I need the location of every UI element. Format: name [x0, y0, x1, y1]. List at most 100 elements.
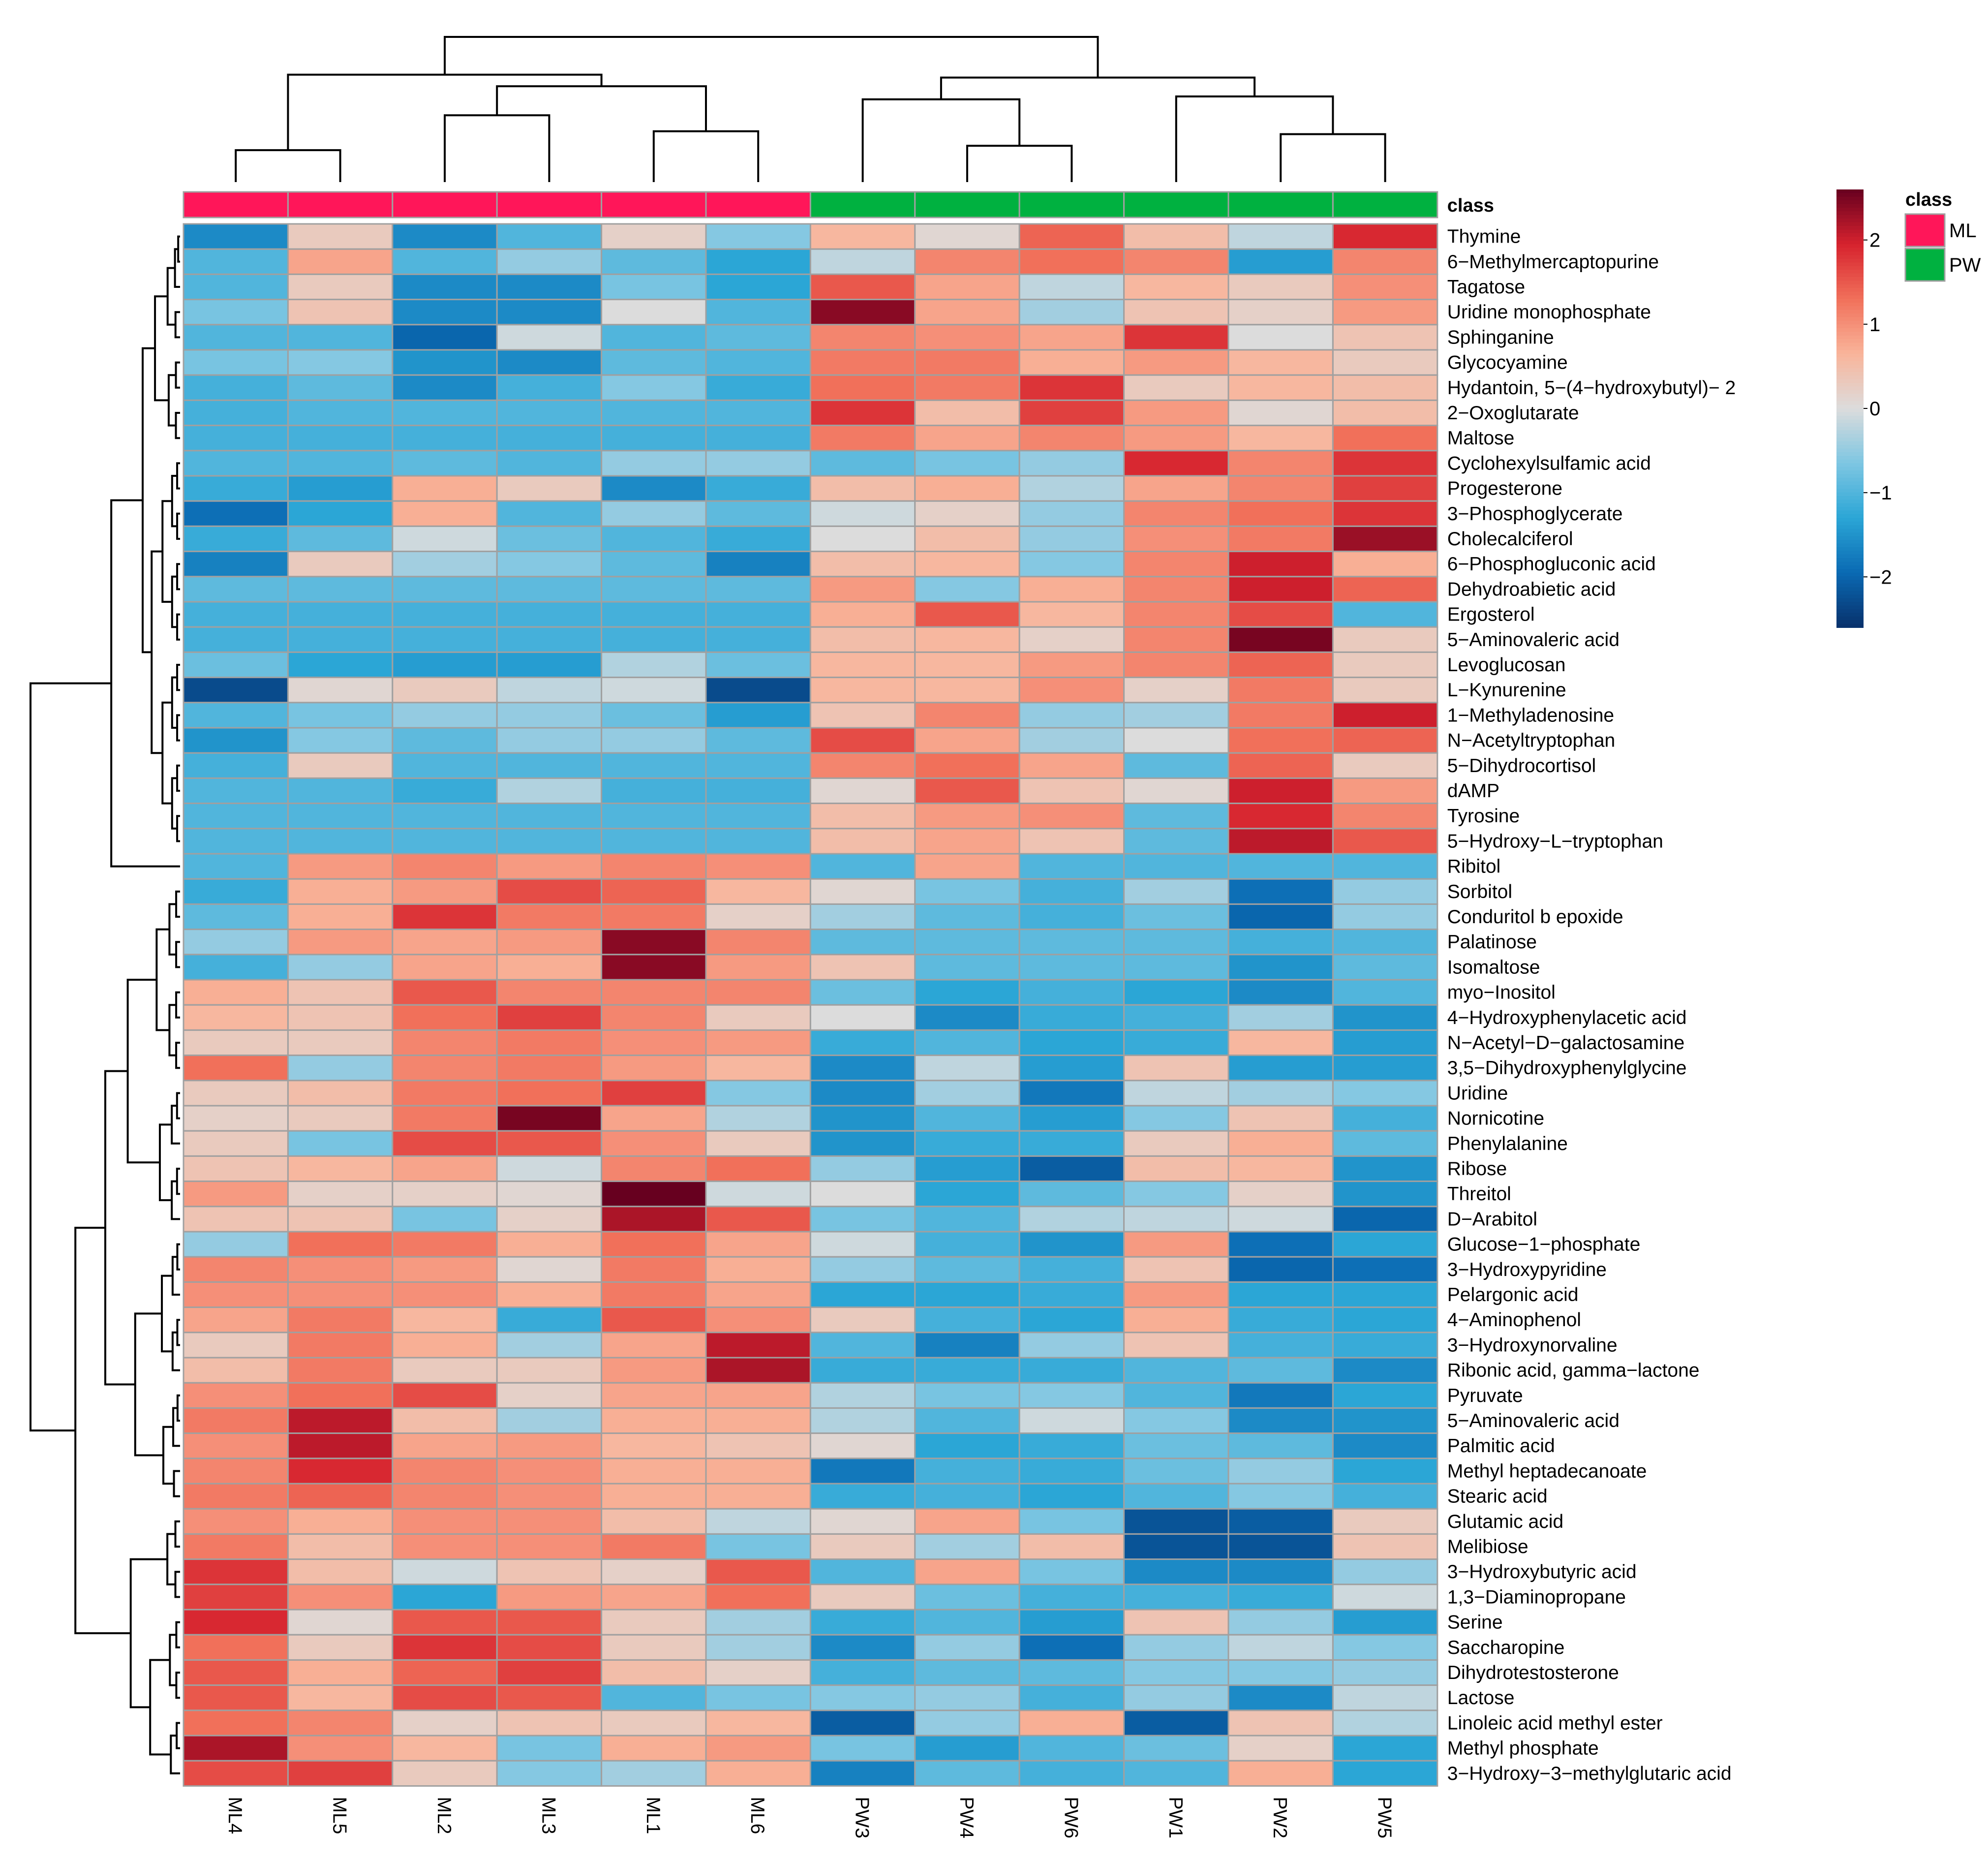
heatmap-cell — [914, 803, 1020, 830]
heatmap-cell — [705, 349, 811, 376]
heatmap-cell — [705, 1760, 811, 1787]
heatmap-cell — [183, 248, 289, 275]
heatmap-cell — [287, 929, 394, 956]
color-scale-swatch — [1836, 540, 1864, 544]
color-scale-swatch — [1836, 499, 1864, 504]
heatmap-cell — [601, 1483, 707, 1510]
heatmap-cell — [705, 1130, 811, 1157]
heatmap-cell — [496, 651, 603, 679]
color-scale-swatch — [1836, 324, 1864, 329]
heatmap-cell — [392, 1080, 498, 1107]
heatmap-cell — [392, 1306, 498, 1334]
heatmap-cell — [1123, 299, 1229, 326]
heatmap-cell — [1123, 1332, 1229, 1359]
heatmap-cell — [1227, 727, 1334, 754]
heatmap-cell — [1018, 1155, 1125, 1182]
heatmap-cell — [496, 878, 603, 905]
heatmap-cell — [809, 324, 916, 351]
row-label: 3−Hydroxypyridine — [1447, 1259, 1607, 1280]
heatmap-cell — [1332, 702, 1438, 729]
heatmap-cell — [1018, 576, 1125, 603]
dendrogram-branch — [652, 130, 760, 182]
heatmap-cell — [1123, 1508, 1229, 1535]
heatmap-cell — [392, 1357, 498, 1384]
column-label: ML5 — [329, 1797, 350, 1834]
heatmap-cell — [601, 1130, 707, 1157]
heatmap-cell — [1123, 1659, 1229, 1686]
heatmap-cell — [809, 349, 916, 376]
heatmap-cell — [496, 349, 603, 376]
color-scale-swatch — [1836, 496, 1864, 500]
heatmap-cell — [392, 324, 498, 351]
heatmap-cell — [705, 979, 811, 1006]
heatmap-cell — [914, 702, 1020, 729]
dendrogram-branch — [176, 714, 180, 742]
heatmap-cell — [914, 651, 1020, 679]
heatmap-cell — [914, 1105, 1020, 1132]
heatmap-cell — [705, 299, 811, 326]
heatmap-cell — [1018, 324, 1125, 351]
heatmap-cell — [1227, 878, 1334, 905]
heatmap-cell — [914, 1281, 1020, 1308]
color-scale-swatch — [1836, 434, 1864, 438]
heatmap-cell — [1018, 803, 1125, 830]
heatmap-cell — [1332, 1659, 1438, 1686]
heatmap-cell — [392, 601, 498, 628]
heatmap-cell — [1332, 1155, 1438, 1182]
heatmap-cell — [1123, 1584, 1229, 1611]
heatmap-cell — [1018, 299, 1125, 326]
color-scale-swatch — [1836, 361, 1864, 365]
heatmap-cell — [392, 853, 498, 880]
heatmap-cell — [287, 399, 394, 427]
heatmap-cell — [183, 1558, 289, 1585]
row-label: Tagatose — [1447, 277, 1525, 298]
heatmap-cell — [392, 1130, 498, 1157]
heatmap-cell — [1332, 1130, 1438, 1157]
color-scale-swatch — [1836, 215, 1864, 219]
heatmap-cell — [1018, 828, 1125, 855]
heatmap-cell — [183, 828, 289, 855]
heatmap-cell — [1227, 828, 1334, 855]
heatmap-cell — [1227, 777, 1334, 805]
heatmap-cell — [1332, 1231, 1438, 1258]
heatmap-cell — [1332, 1080, 1438, 1107]
heatmap-cell — [705, 273, 811, 301]
dendrogram-branch — [129, 1558, 168, 1709]
heatmap-cell — [705, 1432, 811, 1460]
heatmap-cell — [914, 475, 1020, 502]
color-scale-swatch — [1836, 558, 1864, 562]
heatmap-cell — [183, 1029, 289, 1057]
heatmap-cell — [914, 223, 1020, 250]
heatmap-cell — [1227, 1710, 1334, 1737]
heatmap-cell — [1123, 500, 1229, 527]
class-bar-cell — [1123, 191, 1229, 218]
heatmap-cell — [496, 903, 603, 931]
heatmap-cell — [496, 1584, 603, 1611]
heatmap-cell — [1332, 929, 1438, 956]
heatmap-cell — [1018, 1306, 1125, 1334]
heatmap-cell — [496, 1130, 603, 1157]
class-legend-swatch — [1904, 248, 1946, 282]
heatmap-cell — [601, 828, 707, 855]
heatmap-cell — [1123, 1760, 1229, 1787]
row-label: Sorbitol — [1447, 881, 1512, 902]
color-scale-swatch — [1836, 514, 1864, 519]
dendrogram-branch — [174, 248, 180, 288]
row-label: Palatinose — [1447, 932, 1537, 953]
heatmap-cell — [287, 223, 394, 250]
heatmap-cell — [1123, 727, 1229, 754]
heatmap-cell — [601, 1155, 707, 1182]
heatmap-cell — [809, 954, 916, 981]
row-label: Levoglucosan — [1447, 654, 1566, 676]
dendrogram-branch — [30, 682, 112, 1431]
heatmap-cell — [496, 576, 603, 603]
heatmap-cell — [601, 248, 707, 275]
heatmap-cell — [914, 929, 1020, 956]
dendrogram-branch — [176, 1319, 180, 1346]
heatmap-cell — [287, 954, 394, 981]
row-label: Hydantoin, 5−(4−hydroxybutyl)− 2 — [1447, 377, 1736, 399]
heatmap-cell — [601, 475, 707, 502]
heatmap-cell — [1018, 878, 1125, 905]
heatmap-cell — [914, 1558, 1020, 1585]
heatmap-cell — [183, 1256, 289, 1283]
